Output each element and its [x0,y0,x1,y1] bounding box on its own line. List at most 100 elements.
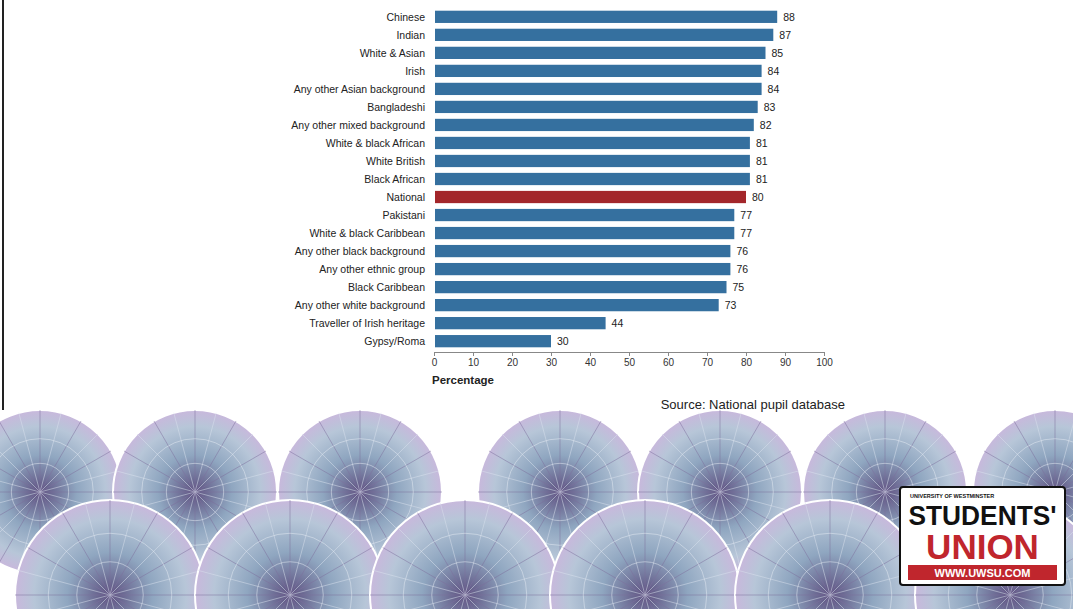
data-label: 73 [725,299,737,311]
decor-spoke [110,595,158,609]
bar [435,101,758,113]
decor-spoke [113,492,195,493]
decor-circle [15,500,205,609]
decor-spoke [830,595,922,609]
x-axis: 0102030405060708090100 [432,352,834,368]
decor-spoke [1010,595,1073,596]
decor-spoke [918,595,1010,609]
decor-spoke [560,471,639,492]
data-label: 76 [736,245,748,257]
decor-spoke [465,500,466,595]
decor-spoke [679,421,720,492]
decor-spoke [370,595,465,596]
decor-spoke [40,471,119,492]
decor-spoke [40,413,61,492]
decor-spoke [519,421,560,492]
decor-spoke [360,492,442,493]
tick: 10 [468,352,480,368]
bar [435,173,750,185]
decor-spoke [1010,595,1058,609]
data-label: 76 [736,263,748,275]
decor-spoke [290,595,338,609]
decor-spoke [465,595,513,609]
decor-spoke [720,410,721,492]
decor-spoke [110,595,202,609]
decor-spoke [1010,595,1035,609]
decor-spoke [830,595,855,609]
decor-ring [797,562,864,609]
tick-label: 70 [702,357,714,368]
decor-spoke [645,528,712,595]
tick-mark [473,352,474,356]
decor-ring [228,533,352,609]
category-label: Bangladeshi [367,101,425,113]
decor-ring [48,533,172,609]
decor-disc [550,500,740,609]
bar [435,317,606,329]
tick-label: 30 [546,357,558,368]
category-label: Any other mixed background [291,119,425,131]
decor-spoke [360,451,431,492]
tick-label: 20 [507,357,519,368]
tick-mark [707,352,708,356]
bar [435,47,766,59]
decor-disc [15,500,205,609]
decor-spoke [748,595,830,609]
decor-spoke [465,570,557,595]
decor-spoke [539,413,560,492]
decor-spoke [645,513,693,595]
data-labels: 88878584848382818181807777767675734430 [557,11,795,347]
decor-spoke [830,595,925,596]
data-label: 83 [764,101,776,113]
tick-mark [629,352,630,356]
logo-box [900,487,1065,585]
tick-label: 80 [741,357,753,368]
decor-spoke [195,595,290,596]
decor-spoke [578,528,645,595]
data-label: 84 [768,65,780,77]
decor-spoke [373,570,465,595]
decor-spoke [885,451,956,492]
decor-spoke [195,410,196,492]
data-label: 81 [756,155,768,167]
tick: 60 [663,352,675,368]
decor-spoke [110,595,135,609]
decor-spoke [645,570,737,595]
decor-spoke [738,595,830,609]
decor-spoke [40,492,122,493]
decor-spoke [110,503,135,595]
category-label: Any other Asian background [294,83,425,95]
decor-spoke [383,595,465,609]
category-label: Indian [396,29,425,41]
decor-spoke [290,570,382,595]
decor-spoke [373,595,465,609]
decor-spoke [645,595,740,596]
decor-spoke [560,410,561,492]
decor-spoke [116,471,195,492]
decor-spoke [198,595,290,609]
decor-spoke [805,503,830,595]
decor-spoke [481,471,560,492]
decor-spoke [290,595,382,609]
decor-spoke [63,513,111,595]
decor-spoke [645,595,693,609]
bar [435,11,777,23]
decor-spoke [195,451,266,492]
decor-spoke [928,595,1010,609]
decor-spoke [28,548,110,596]
decor-spoke [465,513,513,595]
decor-ring [432,562,499,609]
decor-spoke [110,513,158,595]
bar [435,83,762,95]
decor-spoke [830,528,897,595]
tick: 30 [546,352,558,368]
bar [435,335,551,347]
bars [435,11,777,348]
tick-label: 50 [624,357,636,368]
logo: UNIVERSITY OF WESTMINSTERSTUDENTS'UNIONW… [900,487,1065,585]
category-label: Pakistani [382,209,425,221]
x-axis-title: Percentage [432,374,494,386]
decor-spoke [290,528,357,595]
decor-spoke [645,595,670,609]
decor-spoke [864,413,885,492]
